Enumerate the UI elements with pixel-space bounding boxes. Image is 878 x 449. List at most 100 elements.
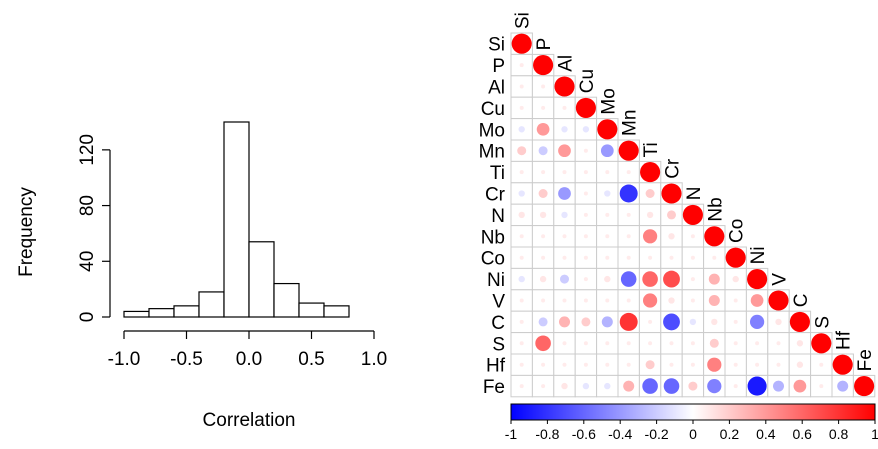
correlation-circle	[561, 126, 568, 133]
correlation-circle	[837, 380, 849, 392]
correlation-circle	[618, 140, 639, 161]
correlation-circle	[541, 105, 546, 110]
correlation-column-label: Fe	[855, 349, 876, 371]
correlation-row-label: Hf	[486, 356, 506, 377]
correlation-circle	[562, 341, 567, 346]
correlation-column-label: P	[534, 38, 555, 51]
histogram-bar	[298, 302, 325, 318]
correlation-circle	[642, 378, 658, 394]
correlation-circle	[747, 376, 767, 396]
histogram-x-tick-label: 1.0	[361, 349, 387, 370]
correlation-circle	[768, 290, 789, 311]
correlation-circle	[554, 76, 575, 97]
correlation-circle	[539, 275, 547, 283]
correlation-circle	[690, 341, 695, 346]
colorbar-tick-label: 0	[689, 426, 697, 442]
correlation-circle	[709, 338, 719, 348]
correlation-circle	[707, 357, 722, 372]
histogram-x-tick-label: -0.5	[170, 349, 203, 370]
correlation-circle	[518, 275, 525, 283]
correlation-circle	[733, 298, 738, 303]
correlation-circle	[605, 234, 610, 239]
correlation-row-label: Nb	[481, 227, 505, 248]
correlation-circle	[519, 170, 524, 175]
correlation-circle	[667, 210, 676, 220]
correlation-row-label: Fe	[483, 377, 505, 398]
correlation-circle	[583, 341, 588, 346]
correlation-column-label: Cr	[663, 158, 684, 179]
histogram-x-label: Correlation	[203, 410, 296, 431]
histogram-bar	[123, 310, 150, 318]
correlation-column-label: N	[684, 186, 705, 200]
histogram-x-axis: -1.0 -0.5 0.0 0.5 1.0	[108, 330, 387, 370]
correlation-circle	[626, 341, 631, 346]
colorbar-tick-label: -0.2	[645, 426, 669, 442]
correlation-circle	[519, 298, 524, 303]
correlation-circle	[538, 317, 548, 327]
correlation-circle	[519, 384, 524, 389]
correlation-circle	[561, 211, 568, 219]
correlation-circle	[560, 274, 569, 284]
correlation-row-label: Si	[488, 35, 505, 56]
histogram-x-tick-label: -1.0	[108, 349, 141, 370]
correlation-circle	[518, 190, 525, 197]
correlation-circle	[690, 255, 695, 260]
correlation-circle	[519, 84, 524, 89]
correlation-circle	[538, 189, 548, 198]
correlation-circle	[605, 255, 610, 260]
histogram-y-axis: 0 40 80 120	[77, 134, 111, 322]
correlation-circle	[562, 362, 567, 367]
correlation-circle	[535, 335, 551, 352]
correlation-circle	[648, 341, 653, 346]
correlation-circle	[519, 362, 524, 367]
correlation-circle	[605, 298, 610, 303]
correlation-circle	[819, 362, 824, 367]
correlation-row-label: Mn	[479, 142, 505, 163]
correlation-row-label: N	[491, 206, 505, 227]
colorbar-gradient	[510, 403, 876, 421]
correlation-circle	[642, 293, 658, 308]
correlation-circle	[626, 170, 631, 175]
correlation-circle	[733, 362, 738, 367]
correlation-circle	[750, 294, 764, 307]
histogram-bar	[173, 305, 200, 318]
correlation-column-label: Si	[513, 12, 534, 29]
correlation-circle	[604, 190, 611, 197]
histogram-y-tick-label: 120	[77, 134, 98, 166]
correlation-circle	[669, 362, 674, 367]
histogram-bar	[248, 241, 275, 318]
correlation-circle	[538, 146, 548, 156]
correlation-circle	[776, 362, 781, 367]
correlation-circle	[645, 189, 655, 198]
correlation-circle	[663, 270, 680, 288]
correlation-circle	[690, 362, 695, 367]
correlation-row-label: V	[492, 292, 505, 313]
correlation-circle	[708, 294, 720, 307]
correlation-circle	[645, 360, 655, 370]
histogram-y-tick-label: 80	[77, 195, 98, 216]
correlation-circle	[541, 170, 546, 175]
correlation-column-label: S	[812, 316, 833, 329]
correlation-circle	[733, 319, 738, 324]
correlation-circle	[583, 148, 588, 153]
histogram-bars	[123, 121, 350, 318]
correlation-circle	[663, 378, 680, 394]
correlation-circle	[704, 226, 725, 247]
correlation-row-label: Mo	[479, 120, 505, 141]
correlation-circle	[518, 126, 525, 133]
correlation-column-label: Cu	[577, 69, 598, 93]
correlation-circle	[562, 170, 567, 175]
correlation-circle	[668, 297, 675, 304]
correlation-circle	[583, 212, 588, 217]
correlation-circle	[582, 382, 590, 390]
correlation-circle	[793, 379, 807, 393]
colorbar-tick-label: 1	[871, 426, 878, 442]
colorbar: -1 -0.8 -0.6 -0.4 -0.2 0 0.2 0.4 0.6 0.8 1	[505, 403, 878, 442]
correlation-circle	[626, 234, 631, 239]
correlation-circle	[747, 269, 768, 290]
correlation-circle	[690, 234, 695, 239]
histogram: -1.0 -0.5 0.0 0.5 1.0 0 40 80 120 Correlation F…	[16, 121, 387, 431]
